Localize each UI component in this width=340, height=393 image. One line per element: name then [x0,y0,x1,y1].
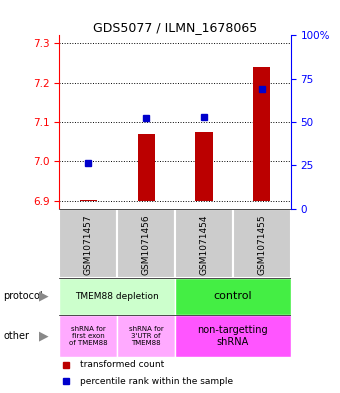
Bar [233,209,291,278]
Text: protocol: protocol [3,291,43,301]
Bar [59,209,117,278]
Text: GSM1071456: GSM1071456 [142,214,151,275]
Bar [117,209,175,278]
Title: GDS5077 / ILMN_1678065: GDS5077 / ILMN_1678065 [93,21,257,34]
Bar [195,132,212,201]
Text: transformed count: transformed count [80,360,165,369]
Text: TMEM88 depletion: TMEM88 depletion [75,292,159,301]
Text: ▶: ▶ [39,290,49,303]
Bar [175,209,233,278]
Bar [175,315,291,357]
Text: percentile rank within the sample: percentile rank within the sample [80,376,234,386]
Text: GSM1071454: GSM1071454 [200,214,208,275]
Text: non-targetting
shRNA: non-targetting shRNA [198,325,268,347]
Bar [59,278,175,315]
Bar [80,200,97,201]
Text: GSM1071455: GSM1071455 [257,214,266,275]
Text: control: control [214,291,252,301]
Bar [175,278,291,315]
Text: shRNA for
first exon
of TMEM88: shRNA for first exon of TMEM88 [69,326,108,346]
Text: ▶: ▶ [39,329,49,342]
Bar [253,67,270,201]
Text: other: other [3,331,29,341]
Text: shRNA for
3'UTR of
TMEM88: shRNA for 3'UTR of TMEM88 [129,326,164,346]
Bar [137,134,155,201]
Bar [117,315,175,357]
Bar [59,315,117,357]
Text: GSM1071457: GSM1071457 [84,214,93,275]
